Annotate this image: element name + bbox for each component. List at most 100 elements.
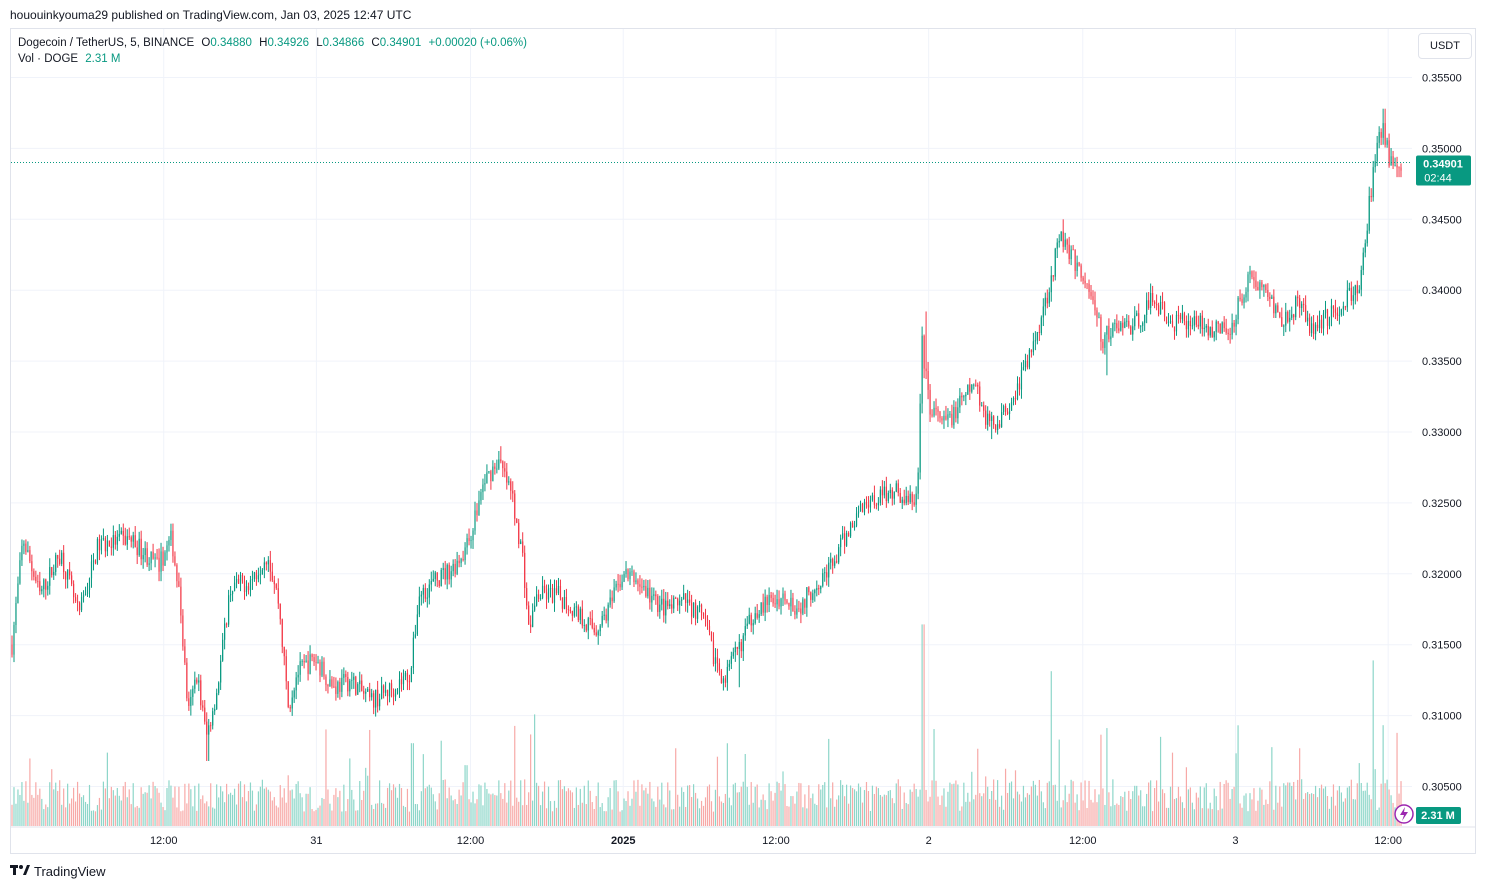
candle-body <box>663 598 665 616</box>
volume-bar <box>603 811 605 826</box>
candle-body <box>118 533 120 537</box>
candle-body <box>983 405 985 411</box>
volume-bar <box>128 789 130 826</box>
volume-bar <box>754 786 756 826</box>
volume-bar <box>63 788 65 826</box>
candle-body <box>1366 230 1368 244</box>
volume-bar <box>949 782 951 826</box>
volume-bar <box>1008 782 1011 826</box>
candle-body <box>31 561 33 572</box>
volume-bar <box>345 811 347 826</box>
volume-bar <box>245 801 248 826</box>
candle-body <box>567 609 569 610</box>
volume-bar <box>1078 810 1080 826</box>
candle-body <box>559 585 562 598</box>
volume-bar <box>381 802 383 826</box>
volume-bar <box>31 794 33 826</box>
volume-bar <box>875 786 878 826</box>
last-price-tag[interactable] <box>1416 155 1471 186</box>
candle-body <box>869 499 872 508</box>
candle-body <box>667 600 669 607</box>
volume-bar <box>669 790 671 826</box>
candle-body <box>301 661 303 662</box>
volume-bar <box>939 804 941 826</box>
volume-bar <box>1360 782 1362 826</box>
volume-tag[interactable] <box>1416 807 1461 824</box>
volume-bar <box>13 787 15 826</box>
volume-bar <box>61 804 63 826</box>
candle-body <box>575 606 577 608</box>
volume-bar <box>329 803 331 826</box>
volume-bar <box>1112 779 1114 826</box>
candle-body <box>226 623 228 625</box>
volume-bar <box>597 782 599 826</box>
volume-bar <box>502 798 504 826</box>
symbol-title[interactable]: Dogecoin / TetherUS, 5, BINANCE <box>18 37 195 49</box>
volume-bar <box>100 809 103 826</box>
candle-body <box>516 518 518 523</box>
candle-body <box>202 705 204 708</box>
candle-body <box>96 539 99 564</box>
volume-bar <box>985 776 987 826</box>
volume-bar <box>1380 783 1382 826</box>
candle-body <box>76 600 79 603</box>
volume-bar <box>367 775 369 826</box>
volume-bar <box>398 783 401 826</box>
volume-bar <box>424 788 426 826</box>
volume-bar <box>506 802 508 826</box>
candle-body <box>635 580 637 583</box>
candle-body <box>1006 411 1009 414</box>
candle-body <box>285 656 287 682</box>
volume-bar <box>748 804 750 826</box>
volume-bar <box>710 801 713 826</box>
candle-body <box>534 605 536 611</box>
volume-bar <box>766 809 768 826</box>
volume-bar <box>287 775 289 826</box>
candle-body <box>740 642 742 652</box>
candle-body <box>1179 315 1182 320</box>
candle-body <box>247 586 250 591</box>
volume-bar <box>382 803 385 826</box>
candle-body <box>969 384 971 392</box>
candle-body <box>1380 132 1382 138</box>
volume-bar <box>341 811 343 826</box>
currency-button[interactable]: USDT <box>1418 33 1472 59</box>
candle-body <box>963 396 965 398</box>
volume-bar <box>816 804 818 826</box>
candle-body <box>1030 349 1033 353</box>
candle-body <box>359 680 361 685</box>
candle-body <box>84 594 87 596</box>
volume-bar <box>1024 797 1027 826</box>
volume-bar <box>1106 728 1108 826</box>
candle-body <box>45 579 47 590</box>
candle-body <box>1231 322 1233 335</box>
volume-bar <box>271 800 273 826</box>
volume-bar <box>889 790 891 826</box>
candle-body <box>1205 325 1207 328</box>
volume-bar <box>549 801 552 826</box>
volume-bar <box>822 784 824 826</box>
candle-body <box>1102 341 1104 348</box>
candle-body <box>144 548 146 556</box>
candle-body <box>873 495 876 505</box>
volume-bar <box>625 800 627 826</box>
candle-body <box>1080 265 1082 278</box>
ohlc-line: Dogecoin / TetherUS, 5, BINANCE O0.34880… <box>18 35 527 51</box>
tradingview-logo[interactable]: TradingView <box>10 864 106 879</box>
x-tick-label: 12:00 <box>457 835 485 847</box>
volume-bar <box>1179 796 1182 826</box>
candle-body <box>57 554 59 559</box>
volume-bar <box>796 791 798 826</box>
volume-bar <box>166 788 168 826</box>
candle-body <box>379 698 381 707</box>
volume-bar <box>86 803 89 826</box>
candle-body <box>1334 308 1337 313</box>
volume-bar <box>416 804 418 826</box>
volume-bar <box>1289 782 1291 826</box>
candle-body <box>814 590 816 594</box>
volume-bar <box>1378 807 1380 826</box>
volume-bar <box>1092 802 1094 826</box>
volume-bar <box>224 802 226 826</box>
volume-bar <box>573 807 575 826</box>
